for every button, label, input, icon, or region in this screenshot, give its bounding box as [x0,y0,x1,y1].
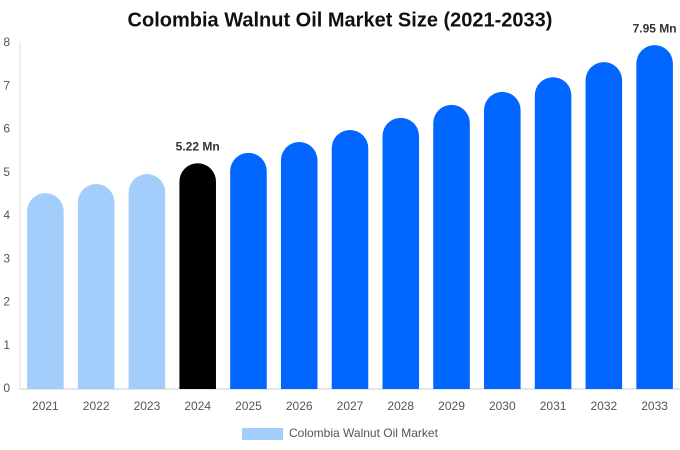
x-tick-label: 2031 [540,399,567,413]
y-tick-label: 2 [3,295,10,309]
bar [27,193,64,389]
x-tick-label: 2028 [387,399,414,413]
bar [230,152,267,389]
y-tick-label: 8 [3,35,10,49]
x-tick-label: 2026 [286,399,313,413]
bar [128,174,166,389]
x-tick-label: 2027 [337,399,364,413]
x-tick-label: 2033 [641,399,668,413]
bar [433,104,470,390]
bar [331,129,369,389]
legend-swatch [242,428,283,440]
y-tick-label: 1 [3,338,10,352]
y-tick-label: 0 [3,381,10,395]
bar [585,62,623,389]
bar [636,45,673,389]
x-tick-label: 2030 [489,399,516,413]
x-tick-label: 2021 [32,399,59,413]
chart-title: Colombia Walnut Oil Market Size (2021-20… [128,9,553,31]
bar [382,117,420,389]
x-tick-label: 2022 [83,399,110,413]
y-tick-label: 7 [3,78,10,92]
x-tick-label: 2032 [590,399,617,413]
bar [77,183,115,389]
x-tick-label: 2023 [134,399,161,413]
x-tick-label: 2025 [235,399,262,413]
bar [484,91,521,389]
bar [280,142,318,389]
bar [179,163,216,389]
y-tick-label: 3 [3,251,10,265]
y-tick-label: 5 [3,165,10,179]
value-label: 5.22 Mn [176,139,220,153]
y-tick-label: 4 [3,208,10,222]
value-label: 7.95 Mn [633,21,677,35]
x-tick-label: 2024 [184,399,211,413]
x-tick-label: 2029 [438,399,465,413]
legend-label: Colombia Walnut Oil Market [289,426,439,440]
y-tick-label: 6 [3,122,10,136]
bar [534,77,572,389]
